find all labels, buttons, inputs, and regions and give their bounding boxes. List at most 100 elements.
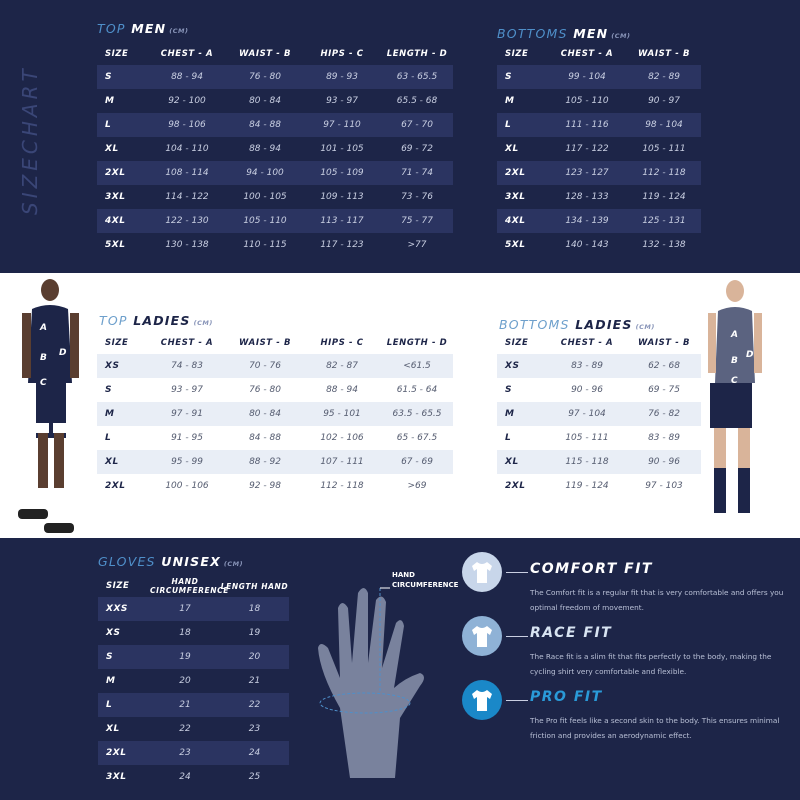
value-cell: 90 - 96: [571, 385, 603, 395]
table-row: XS 74 - 83 70 - 76 82 - 87 <61.5: [97, 354, 453, 378]
value-cell: 105 - 111: [565, 433, 609, 443]
value-cell: 83 - 89: [571, 361, 603, 371]
value-cell: 113 - 117: [320, 216, 364, 226]
value-cell: 24: [179, 772, 191, 782]
table-row: XL 117 - 122 105 - 111: [497, 137, 701, 161]
female-figure-icon: A B C D: [708, 280, 762, 513]
value-cell: 98 - 106: [168, 120, 206, 130]
svg-text:C: C: [731, 376, 738, 386]
value-cell: 23: [179, 748, 191, 758]
value-cell: 117 - 122: [565, 144, 609, 154]
value-cell: 88 - 94: [249, 144, 281, 154]
value-cell: 125 - 131: [642, 216, 686, 226]
value-cell: 22: [248, 700, 261, 710]
table-row: 2XL 100 - 106 92 - 98 112 - 118 >69: [97, 474, 453, 498]
top-ladies-title: TOP LADIES (CM): [99, 313, 213, 328]
fit-name: RACE FIT: [530, 625, 613, 641]
table-row: M 97 - 104 76 - 82: [497, 402, 701, 426]
size-cell: M: [505, 409, 515, 419]
value-cell: 111 - 116: [565, 120, 609, 130]
shirt-icon: [462, 616, 502, 656]
value-cell: 112 - 118: [642, 168, 686, 178]
value-cell: 97 - 103: [645, 481, 683, 491]
value-cell: 69 - 72: [401, 144, 433, 154]
size-cell: M: [106, 676, 116, 686]
value-cell: 105 - 109: [320, 168, 364, 178]
column-header: CHEST - A: [160, 49, 214, 59]
table-header: SIZE CHEST - A WAIST - B HIPS - C LENGTH - D: [97, 332, 453, 354]
value-cell: 92 - 100: [168, 96, 206, 106]
table-header: SIZE CHEST - A WAIST - B HIPS - C LENGTH - D: [97, 43, 453, 65]
value-cell: 132 - 138: [642, 240, 686, 250]
table-row: L 105 - 111 83 - 89: [497, 426, 701, 450]
table-row: 3XL 114 - 122 100 - 105 109 - 113 73 - 76: [97, 185, 453, 209]
size-cell: 3XL: [106, 772, 127, 782]
value-cell: 84 - 88: [249, 433, 281, 443]
table-row: XL 22 23: [98, 717, 289, 741]
size-cell: XL: [106, 724, 120, 734]
size-cell: 2XL: [106, 748, 127, 758]
top-men-table: SIZE CHEST - A WAIST - B HIPS - C LENGTH - D…: [97, 43, 453, 257]
size-cell: L: [505, 433, 512, 443]
gloves-title: GLOVES UNISEX (CM): [98, 554, 244, 569]
value-cell: 61.5 - 64: [396, 385, 438, 395]
table-row: XXS 17 18: [98, 597, 289, 621]
value-cell: 19: [248, 628, 261, 638]
value-cell: 109 - 113: [320, 192, 364, 202]
value-cell: 99 - 104: [568, 72, 606, 82]
value-cell: 123 - 127: [565, 168, 609, 178]
value-cell: 101 - 105: [320, 144, 364, 154]
value-cell: 17: [179, 604, 191, 614]
table-row: L 21 22: [98, 693, 289, 717]
value-cell: 92 - 98: [249, 481, 281, 491]
value-cell: 89 - 93: [326, 72, 358, 82]
value-cell: 119 - 124: [565, 481, 609, 491]
size-cell: XS: [106, 628, 121, 638]
size-cell: XL: [105, 144, 119, 154]
value-cell: 100 - 105: [243, 192, 287, 202]
svg-text:D: D: [746, 350, 754, 360]
size-cell: S: [505, 72, 512, 82]
column-header: HIPS - C: [320, 49, 364, 59]
size-cell: S: [105, 385, 112, 395]
value-cell: 82 - 89: [648, 72, 680, 82]
value-cell: 88 - 94: [326, 385, 358, 395]
value-cell: 69 - 75: [648, 385, 680, 395]
column-header: SIZE: [105, 49, 129, 59]
value-cell: 117 - 123: [320, 240, 364, 250]
value-cell: 67 - 70: [401, 120, 433, 130]
column-header: HAND CIRCUMFERENCE: [150, 577, 229, 595]
table-row: S 19 20: [98, 645, 289, 669]
size-cell: L: [105, 433, 112, 443]
value-cell: 70 - 76: [249, 361, 281, 371]
table-row: M 20 21: [98, 669, 289, 693]
column-header: CHEST - A: [160, 338, 214, 348]
fit-description: The Comfort fit is a regular fit that is…: [530, 588, 784, 612]
value-cell: 104 - 110: [165, 144, 209, 154]
value-cell: 93 - 97: [171, 385, 203, 395]
svg-text:B: B: [731, 356, 738, 366]
value-cell: 91 - 95: [171, 433, 203, 443]
value-cell: 73 - 76: [401, 192, 433, 202]
column-header: CHEST - A: [560, 338, 614, 348]
size-cell: L: [505, 120, 512, 130]
column-header: SIZE: [505, 49, 529, 59]
size-cell: 5XL: [105, 240, 126, 250]
table-row: 2XL 23 24: [98, 741, 289, 765]
size-cell: 4XL: [505, 216, 526, 226]
hand-icon: [318, 587, 424, 778]
value-cell: 62 - 68: [648, 361, 680, 371]
value-cell: 110 - 115: [243, 240, 287, 250]
table-row: XL 115 - 118 90 - 96: [497, 450, 701, 474]
size-cell: 3XL: [505, 192, 526, 202]
table-row: M 105 - 110 90 - 97: [497, 89, 701, 113]
divider: [506, 636, 528, 637]
value-cell: 18: [179, 628, 191, 638]
value-cell: 76 - 80: [249, 385, 281, 395]
bottoms-ladies-title: BOTTOMS LADIES (CM): [499, 317, 655, 332]
column-header: SIZE: [106, 581, 130, 591]
size-cell: 5XL: [505, 240, 526, 250]
value-cell: 21: [248, 676, 261, 686]
value-cell: 100 - 106: [165, 481, 209, 491]
table-row: S 88 - 94 76 - 80 89 - 93 63 - 65.5: [97, 65, 453, 89]
